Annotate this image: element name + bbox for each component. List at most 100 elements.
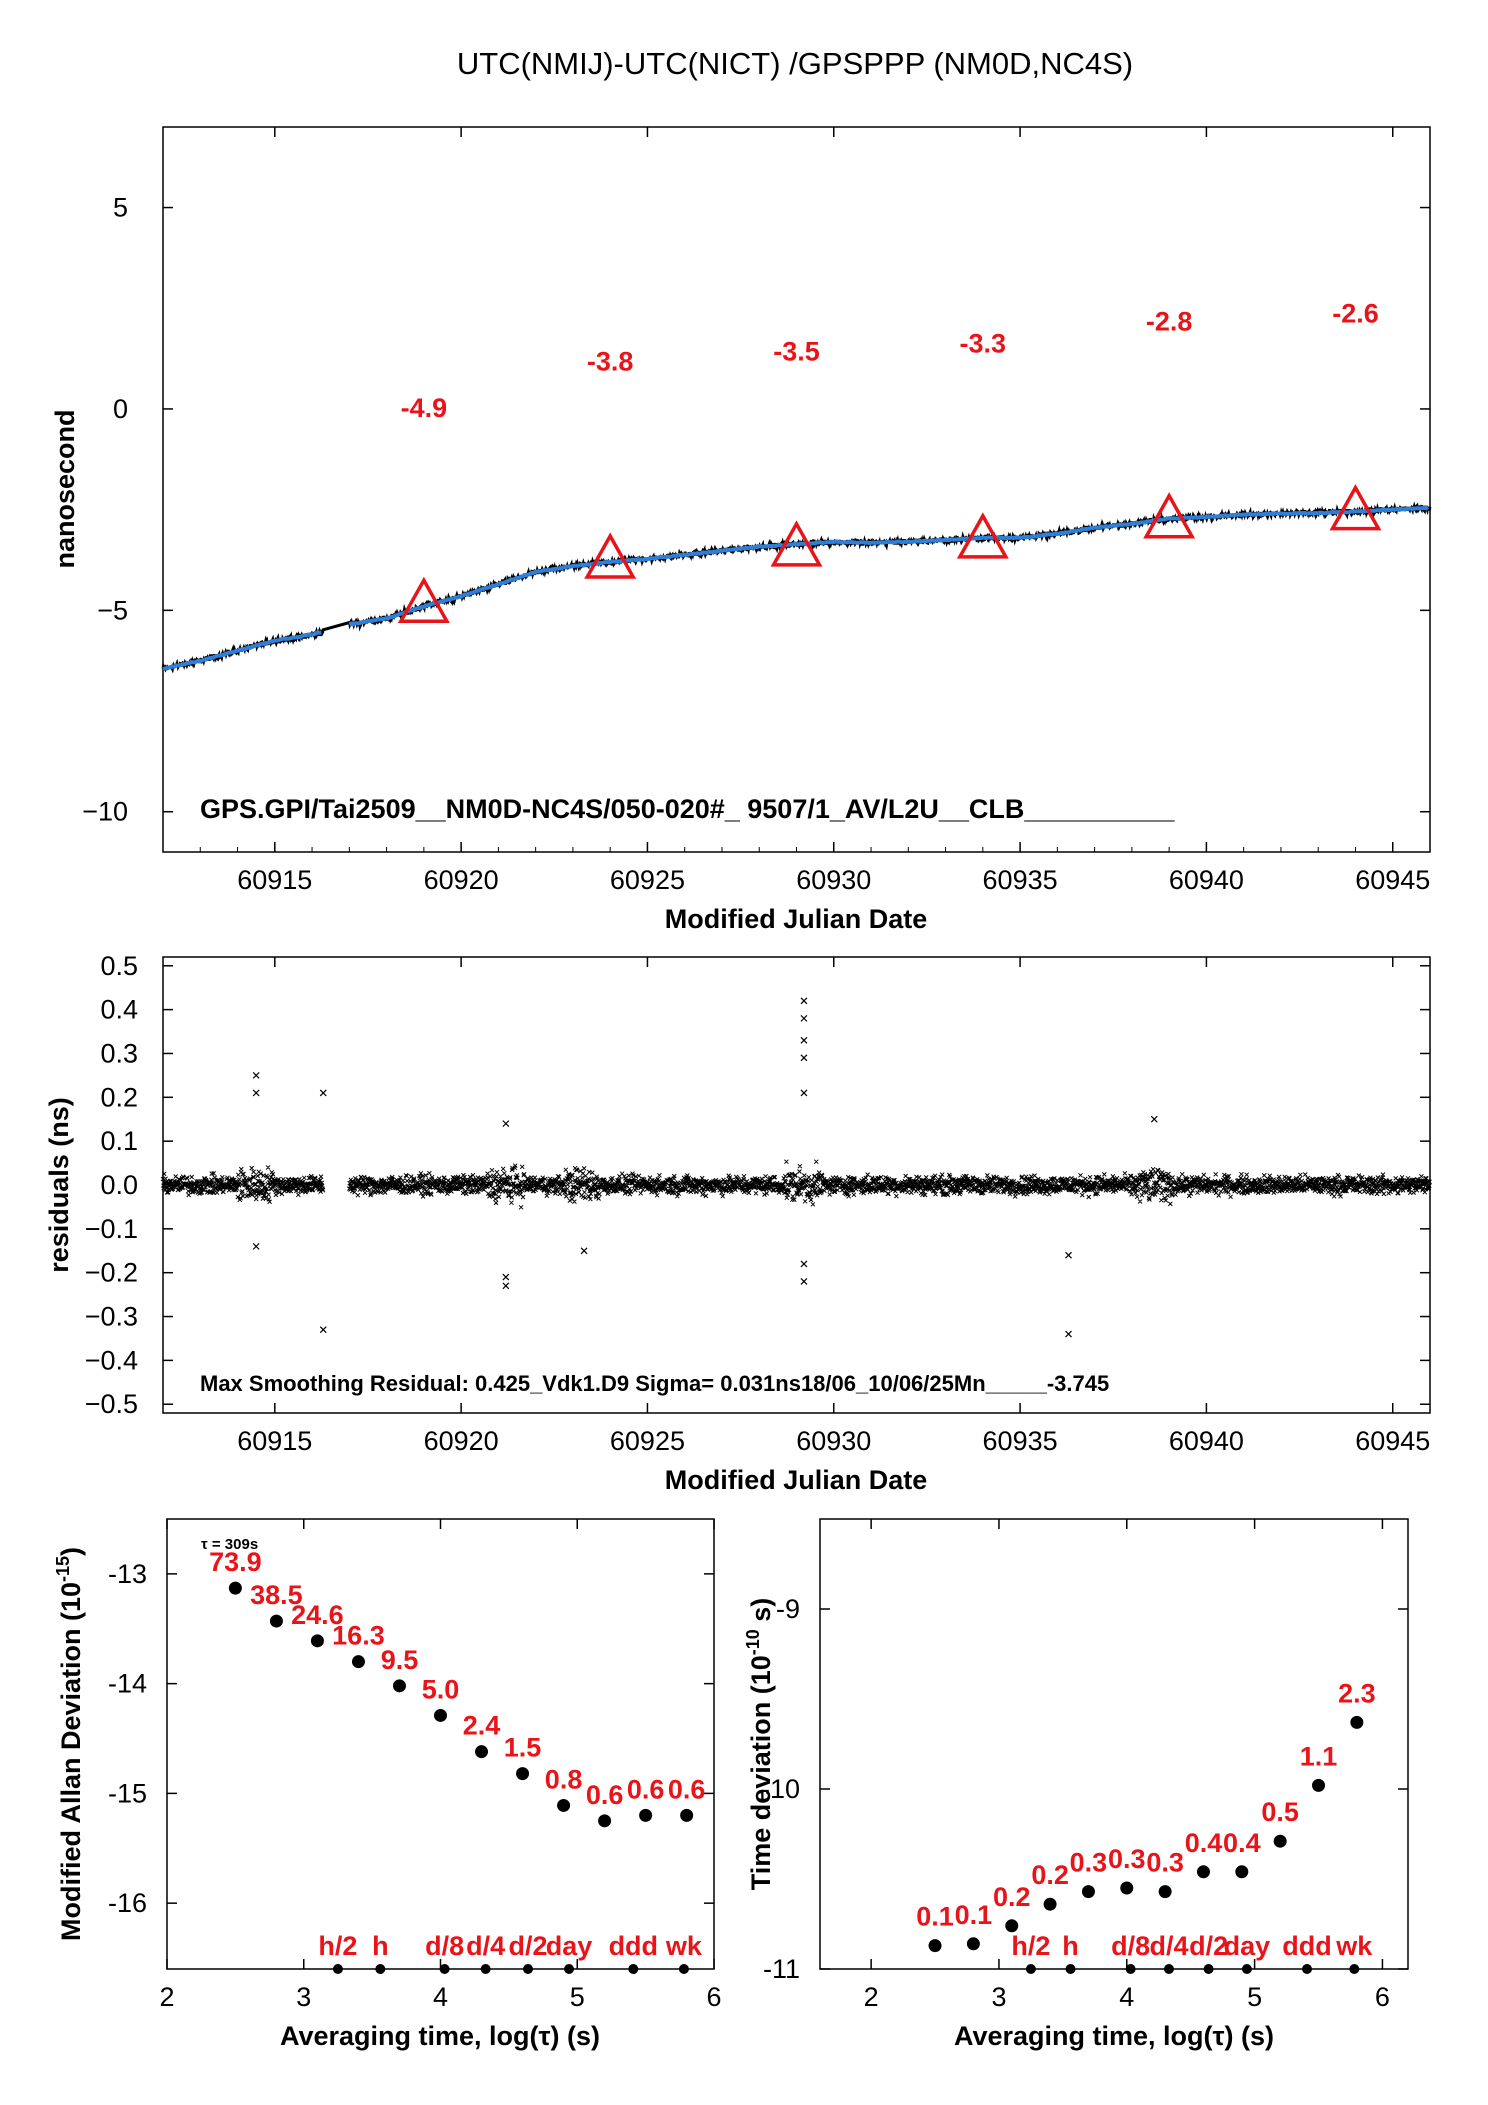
y-tick-label: −10 bbox=[82, 797, 128, 827]
x-tick-label: 60925 bbox=[610, 865, 685, 895]
triangle-marker bbox=[770, 520, 823, 567]
residual-outlier bbox=[800, 1054, 808, 1062]
residual-points bbox=[160, 1159, 1432, 1210]
y-tick-label: 0.1 bbox=[100, 1126, 138, 1156]
y-tick-label: -11 bbox=[763, 1954, 800, 1984]
x-tick-label: 60925 bbox=[610, 1426, 685, 1456]
point-value-label: 16.3 bbox=[332, 1621, 385, 1651]
residual-outlier bbox=[502, 1120, 510, 1128]
interval-marker-label: day bbox=[546, 1931, 593, 1961]
residual-outlier bbox=[1150, 1115, 1158, 1123]
allan-frame bbox=[166, 1518, 715, 1970]
interval-marker-dot bbox=[678, 1964, 689, 1974]
y-tick-label: −0.4 bbox=[85, 1345, 138, 1375]
interval-marker-label: d/4 bbox=[466, 1931, 505, 1961]
y-tick-label: -14 bbox=[108, 1669, 147, 1699]
residual-outlier bbox=[1065, 1330, 1072, 1338]
residual-outlier bbox=[1065, 1251, 1072, 1259]
x-tick-label: 60915 bbox=[237, 1426, 312, 1456]
tau-note: τ = 309s bbox=[201, 1536, 258, 1553]
deviation-point bbox=[598, 1814, 612, 1828]
interval-marker-dot bbox=[628, 1964, 639, 1974]
x-tick-label: 60940 bbox=[1169, 865, 1244, 895]
point-value-label: 38.5 bbox=[250, 1580, 303, 1610]
marker-value-label: -2.8 bbox=[1146, 306, 1193, 336]
point-value-label: 0.6 bbox=[586, 1780, 624, 1810]
x-tick-label: 60940 bbox=[1169, 1426, 1244, 1456]
time-series-panel: nanosecond Modified Julian Date GPS.GPI/… bbox=[50, 126, 1432, 934]
x-tick-label: 4 bbox=[433, 1982, 448, 2012]
point-value-label: 0.5 bbox=[1261, 1797, 1299, 1827]
x-tick-label: 5 bbox=[1247, 1982, 1262, 2012]
y-tick-label: −0.1 bbox=[85, 1214, 138, 1244]
time-series-xlabel: Modified Julian Date bbox=[665, 904, 928, 934]
residuals-xlabel: Modified Julian Date bbox=[665, 1465, 928, 1495]
y-tick-label: -13 bbox=[108, 1559, 147, 1589]
point-value-label: 5.0 bbox=[422, 1674, 460, 1704]
raw-data-band bbox=[161, 501, 1432, 674]
point-value-label: 1.5 bbox=[504, 1733, 542, 1763]
interval-marker-label: d/8 bbox=[425, 1931, 464, 1961]
marker-value-label: -3.5 bbox=[773, 337, 820, 367]
deviation-point bbox=[1005, 1919, 1019, 1933]
interval-marker-dot bbox=[1065, 1964, 1076, 1974]
y-tick-label: -15 bbox=[108, 1778, 147, 1808]
time-series-ylabel: nanosecond bbox=[50, 409, 80, 568]
point-value-label: 0.2 bbox=[993, 1882, 1031, 1912]
residual-outlier bbox=[800, 1036, 808, 1044]
interval-marker-label: ddd bbox=[609, 1931, 658, 1961]
deviation-point bbox=[1350, 1715, 1364, 1729]
residuals-caption: Max Smoothing Residual: 0.425_Vdk1.D9 Si… bbox=[200, 1371, 1109, 1396]
interval-marker-label: d/8 bbox=[1111, 1931, 1150, 1961]
x-tick-label: 60920 bbox=[424, 1426, 499, 1456]
deviation-point bbox=[1043, 1897, 1057, 1911]
interval-marker-dot bbox=[1025, 1964, 1036, 1974]
interval-marker-label: wk bbox=[1335, 1931, 1373, 1961]
deviation-point bbox=[1273, 1834, 1287, 1848]
triangle-marker bbox=[397, 576, 450, 624]
point-value-label: 0.6 bbox=[627, 1774, 665, 1804]
y-tick-label: −0.2 bbox=[85, 1258, 138, 1288]
allan-xlabel: Averaging time, log(τ) (s) bbox=[280, 2021, 600, 2051]
residual-outlier bbox=[252, 1089, 260, 1097]
point-value-label: 0.1 bbox=[916, 1902, 954, 1932]
residual-outlier bbox=[319, 1326, 327, 1334]
point-value-label: 0.8 bbox=[545, 1764, 583, 1794]
residuals-ylabel: residuals (ns) bbox=[44, 1097, 74, 1273]
point-value-label: 0.3 bbox=[1146, 1848, 1184, 1878]
interval-marker-label: wk bbox=[665, 1931, 703, 1961]
y-tick-label: -16 bbox=[108, 1888, 147, 1918]
allan-ylabel: Modified Allan Deviation (10-15) bbox=[53, 1547, 86, 1941]
residual-outlier bbox=[502, 1282, 510, 1290]
interval-marker-dot bbox=[1203, 1964, 1214, 1974]
interval-marker-dot bbox=[439, 1964, 450, 1974]
y-tick-label: 0.4 bbox=[100, 995, 138, 1025]
triangle-marker bbox=[584, 532, 637, 579]
tdev-panel: Time deviation (10-10 s) Averaging time,… bbox=[743, 1518, 1409, 2051]
point-value-label: 0.6 bbox=[668, 1774, 706, 1804]
interval-marker-label: h/2 bbox=[318, 1931, 357, 1961]
deviation-point bbox=[228, 1581, 242, 1595]
deviation-point bbox=[516, 1767, 530, 1781]
x-tick-label: 60915 bbox=[237, 865, 312, 895]
interval-marker-label: d/2 bbox=[1189, 1931, 1228, 1961]
deviation-point bbox=[1081, 1885, 1095, 1899]
deviation-point bbox=[475, 1745, 489, 1759]
x-tick-label: 5 bbox=[570, 1982, 585, 2012]
deviation-point bbox=[1312, 1778, 1326, 1792]
interval-marker-label: d/2 bbox=[509, 1931, 548, 1961]
deviation-point bbox=[434, 1708, 447, 1722]
x-tick-label: 3 bbox=[296, 1982, 311, 2012]
interval-marker-dot bbox=[1125, 1964, 1136, 1974]
x-tick-label: 4 bbox=[1119, 1982, 1134, 2012]
point-value-label: 2.4 bbox=[463, 1711, 501, 1741]
interval-marker-label: ddd bbox=[1282, 1931, 1331, 1961]
y-tick-label: −5 bbox=[97, 595, 128, 625]
point-value-label: 9.5 bbox=[381, 1645, 419, 1675]
deviation-point bbox=[310, 1634, 324, 1648]
residual-outlier bbox=[319, 1089, 327, 1097]
tdev-xlabel: Averaging time, log(τ) (s) bbox=[954, 2021, 1274, 2051]
residual-outlier bbox=[800, 997, 808, 1005]
y-tick-label: −0.5 bbox=[85, 1389, 138, 1419]
